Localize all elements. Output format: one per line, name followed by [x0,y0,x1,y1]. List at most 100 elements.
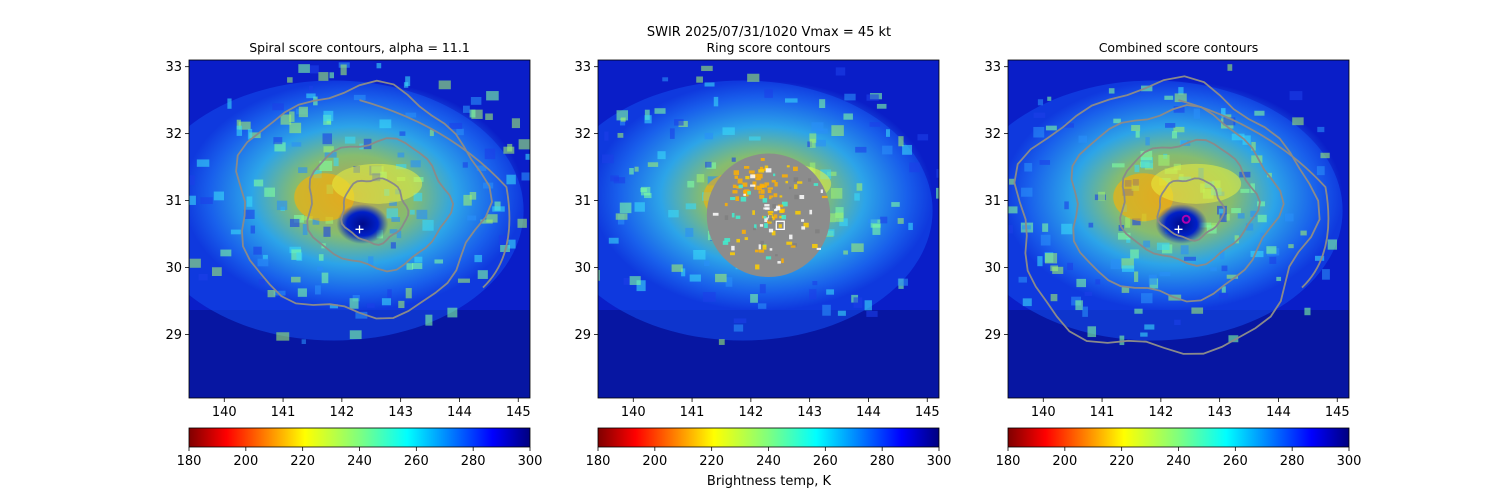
cloud-texture-cell [368,256,374,266]
cloud-texture-cell [1088,222,1094,228]
cloud-texture-cell [1225,213,1230,221]
cloud-texture-cell [674,119,684,126]
cloud-texture-cell [826,289,835,295]
cloud-texture-cell [837,310,846,316]
y-tick-label: 32 [165,127,182,142]
ring-speckle [764,217,771,223]
cloud-texture-cell [601,154,614,164]
x-tick-label: 142 [1148,405,1173,420]
cloud-texture-cell [1221,108,1226,117]
cloud-texture-cell [1024,163,1033,172]
cloud-texture-cell [1289,91,1303,101]
ring-speckle [815,229,820,234]
cloud-texture-cell [410,209,415,215]
cloud-texture-cell [389,201,397,206]
cloud-texture-cell [189,258,201,268]
ring-speckle [820,189,823,194]
storm-eye [336,203,389,244]
ring-speckle [759,249,765,253]
ring-speckle [748,170,755,174]
cloud-texture-cell [1135,130,1140,138]
score-contour [306,137,455,273]
cloud-texture-cell [293,215,304,223]
cloud-texture-cell [200,197,213,205]
cloud-texture-cell [246,196,253,207]
cloud-texture-cell [298,106,308,118]
x-tick-label: 145 [1325,405,1350,420]
cloud-texture-cell [1064,201,1069,210]
ring-speckle [762,198,768,203]
cloud-texture-cell [702,292,716,302]
cloud-texture-cell [318,72,329,81]
ring-speckle [790,245,796,248]
cloud-texture-cell [1061,223,1073,235]
ring-speckle [813,183,819,186]
colorbar-tick-label: 260 [813,454,838,469]
cloud-texture-cell [733,318,747,324]
cloud-texture-cell [701,65,713,72]
x-tick-label: 143 [797,405,822,420]
cloud-texture-cell [1008,225,1013,234]
cloud-texture-cell [457,278,470,283]
cloud-texture-cell [363,138,372,150]
ring-speckle [747,191,751,195]
cloud-texture-cell [405,288,412,299]
x-tick-label: 144 [447,405,472,420]
cloud-texture-cell [289,122,302,134]
cloud-texture-cell [236,125,243,136]
cloud-texture-cell [1040,234,1051,246]
cloud-texture-cell [671,264,683,272]
cloud-texture-cell [962,171,967,179]
cloud-texture-cell [1148,274,1157,285]
cloud-texture-cell [1254,110,1265,116]
ring-speckle [752,181,757,186]
cloud-texture-cell [813,139,826,147]
cloud-texture-cell [947,167,958,175]
cloud-texture-cell [854,193,860,201]
cloud-texture-cell [608,237,619,244]
cloud-texture-cell [324,151,337,158]
ring-speckle [760,189,765,194]
y-tick-label: 31 [574,194,591,209]
ring-speckle [781,214,787,220]
cloud-texture-cell [416,209,428,220]
ring-speckle [772,204,777,209]
cloud-texture-cell [1276,276,1282,282]
cloud-texture-cell [1210,267,1217,272]
cloud-texture-cell [1226,274,1239,279]
cloud-texture-cell [647,162,659,167]
ring-speckle [735,215,741,219]
ring-speckle [724,215,729,220]
colorbar-tick-label: 180 [586,454,611,469]
cloud-texture-cell [352,294,360,302]
ring-speckle [754,185,757,190]
cloud-texture-cell [253,179,264,187]
cloud-texture-cell [1211,222,1217,229]
cloud-texture-cell [620,117,626,122]
cloud-texture-cell [750,294,758,303]
cloud-texture-cell [1008,206,1018,214]
ring-speckle [821,195,828,199]
ring-speckle [779,215,784,219]
cloud-texture-cell [486,91,499,101]
cloud-texture-cell [1322,269,1330,280]
cloud-texture-cell [610,175,619,182]
cloud-texture-cell [1218,293,1229,299]
cloud-texture-cell [291,142,302,147]
cloud-texture-cell [1126,238,1131,243]
ring-speckle [764,223,768,229]
ring-speckle [771,179,776,183]
cloud-texture-cell [908,222,913,231]
cloud-texture-cell [807,141,813,148]
cloud-texture-cell [704,82,715,87]
cloud-texture-cell [289,218,300,227]
ring-speckle [768,212,772,215]
cloud-texture-cell [1075,300,1083,311]
panel-1: Spiral score contours, alpha = 11.1 140 14… [165,40,542,469]
ring-speckle [750,184,756,187]
ir-image [598,60,967,398]
ring-speckle [777,261,781,264]
ring-speckle [759,194,765,199]
cloud-texture-cell [386,208,399,219]
